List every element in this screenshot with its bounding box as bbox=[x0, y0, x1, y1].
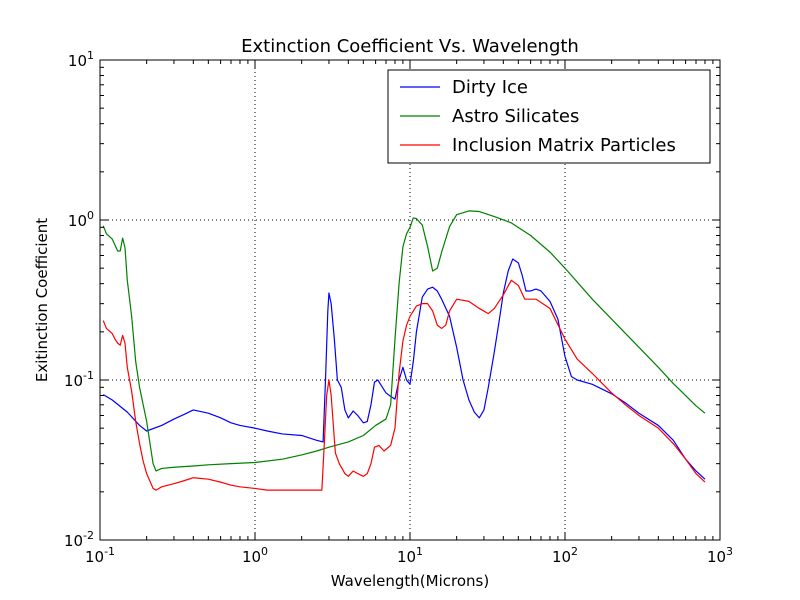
series-line-2 bbox=[102, 279, 706, 491]
legend-box bbox=[387, 69, 711, 164]
x-tick-label: 102 bbox=[552, 545, 578, 566]
legend-label-0: Dirty Ice bbox=[452, 77, 528, 98]
y-tick-label: 101 bbox=[68, 49, 94, 70]
y-tick-label: 10-1 bbox=[64, 369, 94, 390]
x-axis-label: Wavelength(Microns) bbox=[331, 572, 489, 590]
x-tick-label: 101 bbox=[397, 545, 423, 566]
y-tick-label: 10-2 bbox=[64, 529, 94, 550]
x-tick-label: 100 bbox=[242, 545, 268, 566]
y-tick-label: 100 bbox=[68, 209, 94, 230]
legend: Dirty Ice Astro Silicates Inclusion Matrix… bbox=[387, 69, 711, 164]
chart-title: Extinction Coefficient Vs. Wavelength bbox=[241, 36, 579, 57]
axis-ticks bbox=[99, 60, 720, 541]
legend-label-2: Inclusion Matrix Particles bbox=[452, 135, 676, 156]
series-line-0 bbox=[102, 258, 706, 480]
legend-label-1: Astro Silicates bbox=[452, 106, 579, 127]
x-tick-label: 10-1 bbox=[85, 545, 115, 566]
data-series bbox=[102, 210, 706, 491]
series-line-1 bbox=[102, 210, 706, 472]
y-axis-label: Exitinction Coefficient bbox=[33, 218, 51, 382]
x-tick-label: 103 bbox=[707, 545, 733, 566]
